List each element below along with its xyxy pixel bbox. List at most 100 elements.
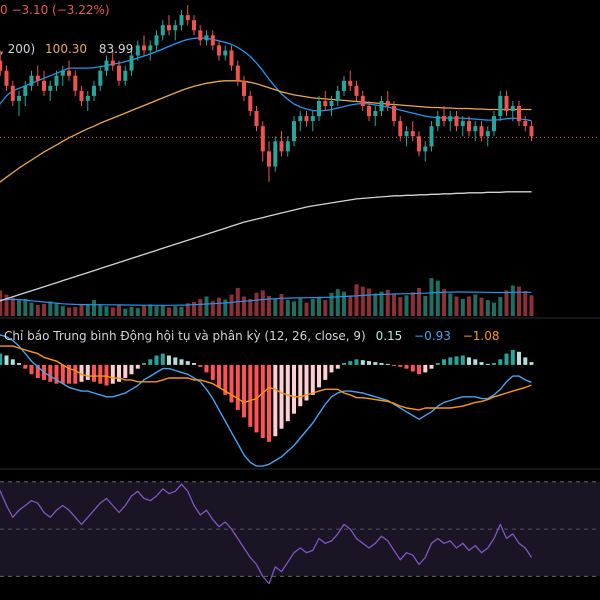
- volume-bar: [498, 297, 503, 316]
- candle-body: [329, 101, 334, 106]
- candle-body: [379, 101, 384, 112]
- macd-legend: Chỉ báo Trung bình Động hội tụ và phân k…: [4, 329, 500, 343]
- macd-histogram-bar: [92, 364, 96, 382]
- volume-bar: [148, 304, 153, 316]
- volume-bar: [54, 302, 59, 316]
- volume-bar: [335, 289, 340, 316]
- macd-histogram-bar: [279, 364, 284, 429]
- volume-bar: [154, 306, 159, 316]
- macd-histogram-bar: [173, 357, 178, 365]
- macd-histogram-bar: [348, 361, 353, 365]
- volume-bar: [404, 295, 409, 316]
- macd-histogram-bar: [260, 364, 265, 438]
- candle-body: [285, 141, 290, 152]
- volume-bar: [460, 298, 465, 316]
- volume-bar: [485, 300, 490, 316]
- macd-histogram-bar: [235, 364, 240, 410]
- volume-bar: [329, 292, 334, 316]
- macd-histogram-bar: [485, 363, 490, 365]
- macd-histogram-bar: [160, 353, 165, 365]
- volume-bar: [398, 297, 403, 316]
- volume-bar: [448, 293, 453, 316]
- macd-histogram-bar: [417, 364, 421, 375]
- volume-bar: [73, 306, 78, 316]
- volume-bar: [360, 286, 365, 316]
- volume-bar: [229, 294, 234, 316]
- macd-histogram-bar: [242, 364, 246, 418]
- candle-body: [235, 65, 240, 81]
- volume-bar: [17, 300, 21, 316]
- macd-histogram-bar: [204, 364, 209, 373]
- volume-bar: [285, 300, 290, 316]
- volume-bar: [104, 306, 109, 316]
- candle-body: [317, 101, 321, 117]
- macd-histogram-bar: [229, 364, 234, 403]
- macd-histogram-bar: [392, 364, 396, 366]
- candle-body: [142, 45, 146, 51]
- candle-body: [323, 101, 328, 106]
- macd-histogram-bar: [317, 364, 321, 388]
- macd-histogram-bar: [179, 359, 184, 365]
- candle-body: [185, 15, 190, 21]
- macd-signal-line: [0, 345, 532, 411]
- macd-histogram-bar: [223, 364, 228, 395]
- candle-body: [485, 131, 490, 137]
- volume-bar: [92, 300, 96, 316]
- volume-bar: [417, 287, 421, 316]
- macd-histogram-bar: [10, 359, 15, 365]
- macd-histogram-bar: [323, 364, 328, 380]
- candle-body: [92, 85, 96, 96]
- candle-body: [479, 126, 484, 137]
- macd-histogram-bar: [185, 361, 190, 365]
- volume-bar: [379, 291, 384, 316]
- macd-histogram-bar: [398, 364, 403, 367]
- macd-histogram-bar: [373, 362, 378, 365]
- volume-bar: [517, 286, 521, 316]
- volume-bar: [310, 298, 315, 316]
- macd-title: Chỉ báo Trung bình Động hội tụ và phân k…: [4, 329, 366, 343]
- volume-bar: [410, 292, 415, 316]
- candle-body: [4, 70, 9, 86]
- ma_fast-line: [0, 37, 532, 122]
- candle-body: [335, 90, 340, 101]
- macd-histogram-bar: [60, 364, 65, 384]
- macd-histogram-bar: [117, 364, 121, 382]
- candle-body: [348, 80, 353, 86]
- ma-value-2: 83.99: [98, 42, 134, 56]
- candle-body: [48, 85, 53, 91]
- volume-bar: [167, 307, 171, 316]
- volume-bar: [29, 302, 34, 316]
- macd-histogram-bar: [498, 359, 503, 365]
- macd-histogram-bar: [448, 357, 453, 365]
- volume-bar: [185, 303, 190, 316]
- candle-body: [192, 20, 196, 31]
- volume-bar: [117, 305, 121, 316]
- volume-bar: [367, 288, 371, 316]
- ma_slow-line: [0, 191, 532, 302]
- macd-histogram-bar: [73, 364, 78, 384]
- candle-body: [367, 106, 371, 117]
- macd-histogram-bar: [529, 362, 534, 365]
- macd-histogram-bar: [248, 364, 253, 427]
- candle-body: [435, 116, 440, 127]
- volume-bar: [523, 291, 528, 316]
- candle-body: [35, 75, 40, 81]
- candle-body: [229, 50, 234, 66]
- candle-body: [523, 121, 528, 127]
- candle-body: [54, 75, 59, 86]
- candle-body: [298, 116, 303, 122]
- candle-body: [473, 126, 478, 132]
- candle-body: [67, 70, 71, 76]
- macd-histogram-bar: [335, 364, 340, 369]
- macd-histogram-bar: [104, 364, 109, 386]
- candle-body: [292, 121, 296, 142]
- macd-histogram-bar: [35, 364, 40, 378]
- candle-body: [342, 80, 346, 91]
- ma-value-1: 100.30: [45, 42, 88, 56]
- volume-bar: [110, 307, 115, 316]
- volume-bar: [435, 280, 440, 316]
- candle-body: [148, 45, 153, 51]
- candle-body: [360, 95, 365, 106]
- volume-bar: [279, 294, 284, 316]
